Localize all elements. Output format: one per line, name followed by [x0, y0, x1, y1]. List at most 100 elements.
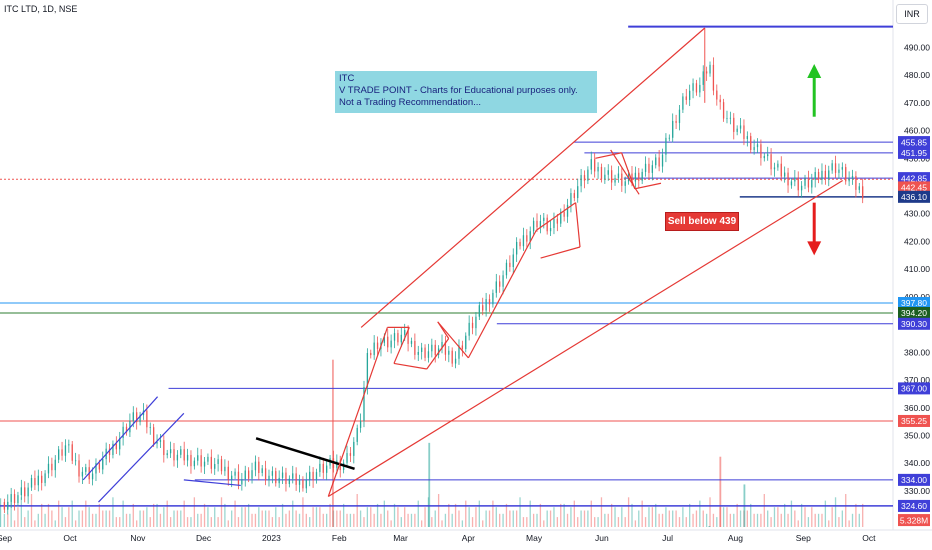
chart-note: ITC V TRADE POINT - Charts for Education… — [335, 71, 597, 113]
candle-body — [454, 358, 457, 364]
volume-bar — [831, 507, 833, 527]
volume-bar — [210, 517, 212, 527]
candle-body — [20, 487, 22, 496]
volume-bar — [509, 510, 511, 527]
volume-bar — [682, 507, 684, 527]
candle-body — [129, 421, 131, 433]
candle-body — [309, 471, 311, 481]
candle-body — [95, 463, 97, 474]
volume-bar — [739, 510, 742, 527]
price-label-bg — [898, 473, 930, 486]
candle-body — [855, 175, 857, 190]
volume-bar — [200, 513, 202, 527]
volume-bar — [85, 500, 87, 527]
volume-bar — [709, 497, 711, 527]
candle-body — [58, 449, 60, 460]
volume-bar — [64, 517, 67, 527]
volume-bar — [672, 510, 674, 527]
candle-body — [108, 448, 111, 456]
volume-bar — [54, 520, 56, 527]
price-label: 451.95 — [901, 148, 927, 158]
volume-bar — [678, 517, 681, 527]
candle-body — [468, 322, 470, 336]
volume-bar — [461, 520, 464, 527]
candle-body — [834, 163, 837, 173]
candle-body — [712, 64, 715, 91]
volume-bar — [624, 517, 626, 527]
price-label: 367.00 — [901, 384, 927, 394]
volume-bar — [302, 497, 304, 527]
y-tick-label: 350.00 — [904, 431, 930, 441]
volume-bar — [190, 517, 192, 527]
candle-body — [200, 455, 202, 467]
volume-bar — [434, 510, 436, 527]
price-axis-bg — [893, 0, 932, 550]
candle-body — [13, 494, 16, 503]
candle-body — [817, 172, 820, 180]
candle-body — [400, 334, 402, 343]
candle-body — [644, 163, 647, 172]
candle-body — [736, 128, 738, 132]
candle-body — [186, 454, 189, 461]
candle-body — [661, 154, 664, 167]
candle-body — [241, 479, 243, 485]
arrow-down-head — [807, 241, 822, 256]
volume-bar — [254, 513, 257, 527]
candle-body — [78, 460, 80, 477]
candle-body — [85, 467, 87, 472]
volume-bar — [553, 507, 555, 527]
currency-button[interactable]: INR — [896, 4, 928, 24]
candle-body — [132, 412, 134, 422]
volume-bar — [685, 517, 687, 527]
volume-bar — [780, 513, 782, 527]
candle-body — [302, 479, 304, 489]
volume-bar — [400, 517, 402, 527]
candle-body — [434, 344, 436, 356]
volume-bar — [404, 507, 406, 527]
volume-bar — [515, 510, 518, 527]
candle-body — [811, 179, 813, 188]
candle-body — [780, 163, 782, 177]
candle-body — [634, 172, 637, 182]
candle-body — [505, 262, 508, 276]
volume-bar — [736, 503, 738, 527]
volume-bar — [556, 517, 559, 527]
candle-body — [797, 177, 799, 191]
volume-bar — [193, 497, 196, 527]
candle-body — [410, 340, 413, 344]
volume-bar — [119, 517, 121, 527]
volume-bar — [665, 507, 667, 527]
y-tick-label: 430.00 — [904, 209, 930, 219]
candle-body — [359, 421, 362, 428]
volume-bar — [845, 494, 847, 527]
price-label: 436.10 — [901, 192, 927, 202]
x-tick-label: Jun — [595, 533, 609, 543]
candle-body — [41, 475, 43, 483]
x-tick-label: Jul — [662, 533, 673, 543]
price-label-bg — [898, 190, 930, 203]
candle-body — [81, 471, 84, 477]
volume-bar — [536, 513, 538, 527]
candle-body — [424, 347, 426, 358]
candle-body — [509, 262, 511, 268]
volume-bar — [753, 513, 755, 527]
volume-bar — [858, 513, 860, 527]
volume-bar — [271, 517, 274, 527]
candle-body — [560, 211, 562, 224]
volume-bar — [356, 494, 358, 527]
volume-bar — [91, 513, 94, 527]
volume-bar — [800, 503, 803, 527]
volume-bar — [695, 510, 698, 527]
candle-body — [61, 449, 63, 456]
candle-body — [790, 181, 793, 186]
volume-bar — [512, 510, 514, 527]
candle-body — [465, 335, 467, 349]
candle-body — [784, 172, 786, 177]
volume-bar — [88, 507, 90, 527]
volume-bar — [468, 507, 470, 527]
volume-bar — [543, 520, 545, 527]
candle-body — [275, 471, 277, 484]
candle-body — [234, 471, 236, 476]
volume-bar — [441, 520, 443, 527]
